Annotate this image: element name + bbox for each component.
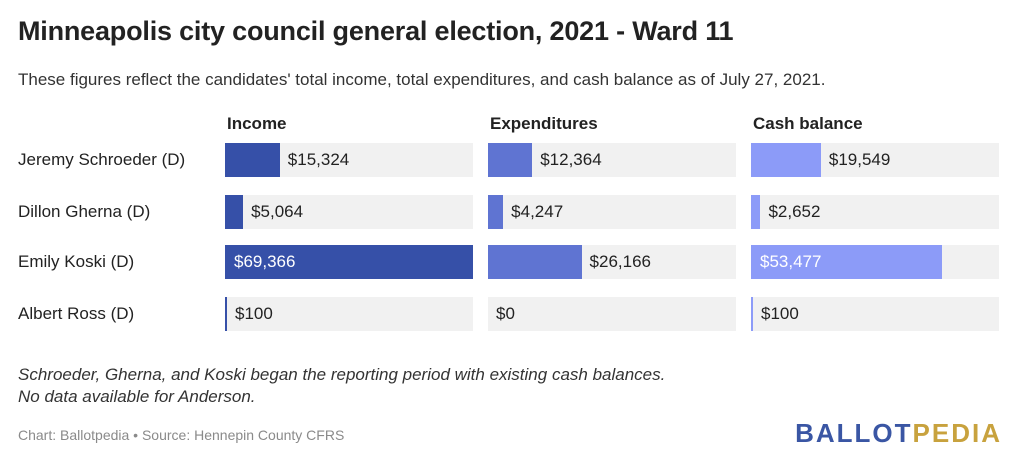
bar-income	[225, 195, 244, 229]
data-label: $19,549	[828, 150, 891, 169]
bar-cash-balance	[751, 195, 761, 229]
bar-income	[225, 143, 280, 177]
bar-cash-balance	[751, 297, 753, 331]
bar-track: $15,324	[225, 143, 473, 177]
bar-track: $2,652	[751, 195, 999, 229]
data-label: $100	[235, 304, 273, 323]
row-label: Jeremy Schroeder (D)	[18, 150, 186, 169]
bar-track: $53,477	[751, 245, 999, 279]
data-label: $12,364	[540, 150, 602, 169]
data-label: $5,064	[251, 202, 304, 221]
bar-track: $4,247	[488, 195, 736, 229]
data-label: $53,477	[760, 252, 822, 271]
ballotpedia-logo: BALLOTPEDIA	[795, 418, 1002, 449]
bar-income	[225, 245, 473, 279]
logo-part-1: BALLOT	[795, 418, 913, 448]
chart-title: Minneapolis city council general electio…	[18, 16, 734, 46]
data-label: $26,166	[589, 252, 651, 271]
bar-expenditures	[488, 143, 533, 177]
row-label: Dillon Gherna (D)	[18, 202, 151, 221]
logo-part-2: PEDIA	[912, 418, 1002, 448]
bar-track: $100	[751, 297, 999, 331]
data-label: $100	[761, 304, 799, 323]
chart-note: Schroeder, Gherna, and Koski began the r…	[18, 364, 665, 408]
bar-expenditures	[488, 245, 582, 279]
column-header-income: Income	[227, 114, 287, 133]
bar-track: $69,366	[225, 245, 473, 279]
bar-track: $19,549	[751, 143, 999, 177]
data-label: $15,324	[287, 150, 350, 169]
data-label: $0	[496, 304, 515, 323]
column-header-expenditures: Expenditures	[490, 114, 598, 133]
bar-cash-balance	[751, 245, 943, 279]
bar-track: $0	[488, 297, 736, 331]
note-line-1: Schroeder, Gherna, and Koski began the r…	[18, 365, 666, 384]
chart-subtitle: These figures reflect the candidates' to…	[18, 70, 826, 89]
data-label: $69,366	[234, 252, 296, 271]
chart-source: Chart: Ballotpedia • Source: Hennepin Co…	[18, 427, 345, 443]
column-header-cash-balance: Cash balance	[753, 114, 863, 133]
bar-income	[225, 297, 227, 331]
note-line-2: No data available for Anderson.	[18, 387, 256, 406]
row-label: Emily Koski (D)	[18, 252, 135, 271]
bar-track: $26,166	[488, 245, 736, 279]
bar-track: $12,364	[488, 143, 736, 177]
row-label: Albert Ross (D)	[18, 304, 135, 323]
bar-cash-balance	[751, 143, 821, 177]
bar-expenditures	[488, 195, 504, 229]
bar-track: $100	[225, 297, 473, 331]
data-label: $4,247	[511, 202, 564, 221]
bar-track: $5,064	[225, 195, 473, 229]
data-label: $2,652	[768, 202, 821, 221]
